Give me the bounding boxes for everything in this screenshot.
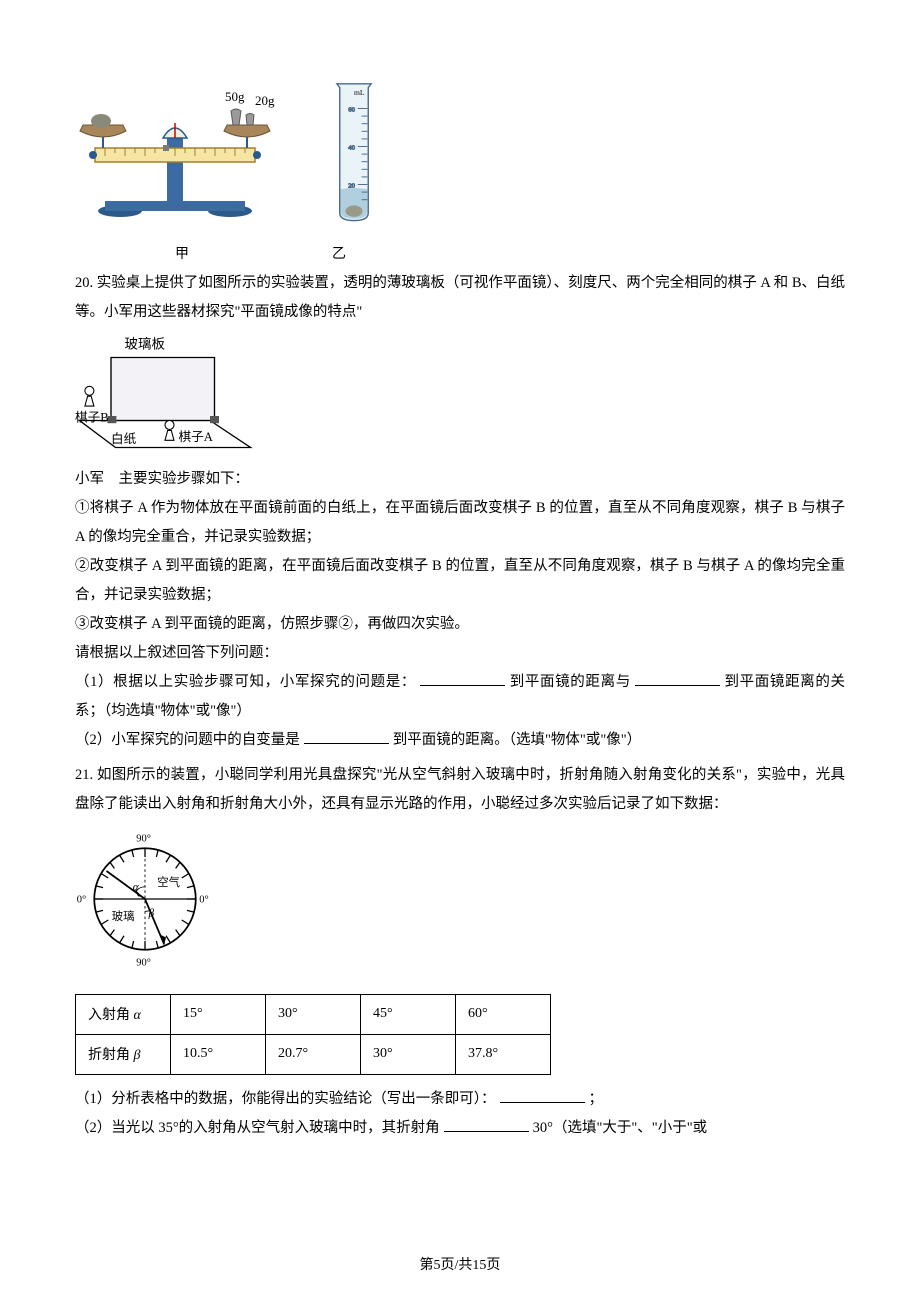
q21-intro: 21. 如图所示的装置，小聪同学利用光具盘探究"光从空气斜射入玻璃中时，折射角随…: [75, 761, 845, 819]
cell: 30°: [361, 1034, 456, 1074]
cell: 45°: [361, 994, 456, 1034]
paper-label: 白纸: [111, 431, 137, 446]
tick-40: 40: [348, 144, 355, 151]
bottom-90: 90°: [136, 957, 151, 968]
q20-p1a: （1）根据以上实验步骤可知，小军探究的问题是：: [75, 674, 416, 690]
weight-20g-label: 20g: [255, 93, 275, 108]
q21-part2: （2）当光以 35°的入射角从空气射入玻璃中时，其折射角 30°（选填"大于"、"…: [75, 1114, 845, 1143]
page-footer: 第5页/共15页: [0, 1254, 920, 1274]
caption-balance: 甲: [175, 243, 189, 263]
table-row: 入射角 α 15° 30° 45° 60°: [76, 994, 551, 1034]
blank-fill: [500, 1088, 585, 1103]
q20-number: 20.: [75, 275, 97, 291]
q20-p2a: （2）小军探究的问题中的自变量是: [75, 732, 300, 748]
q21-p2b: 30°（选填"大于"、"小于"或: [533, 1120, 707, 1136]
refraction-data-table: 入射角 α 15° 30° 45° 60° 折射角 β 10.5° 20.7° …: [75, 994, 551, 1075]
row2-header: 折射角 β: [76, 1034, 171, 1074]
glass-label: 玻璃: [112, 909, 135, 923]
blank-fill: [444, 1117, 529, 1132]
q20-p1b: 到平面镜的距离与: [509, 674, 631, 690]
cylinder-figure-wrapper: mL 60 40 20: [315, 80, 373, 228]
q20-prompt: 请根据以上叙述回答下列问题：: [75, 639, 845, 668]
row2-sym: β: [134, 1048, 141, 1063]
protractor-figure: α β 空气 玻璃 90° 90° 0° 0°: [75, 829, 215, 969]
cell: 10.5°: [171, 1034, 266, 1074]
row1-label: 入射角: [88, 1008, 130, 1023]
cell: 60°: [456, 994, 551, 1034]
q21-p2a: （2）当光以 35°的入射角从空气射入玻璃中时，其折射角: [75, 1120, 440, 1136]
top-90: 90°: [136, 833, 151, 844]
cell: 15°: [171, 994, 266, 1034]
cell: 37.8°: [456, 1034, 551, 1074]
balance-scale-figure: 50g 20g: [75, 83, 275, 223]
figure1-captions: 甲 乙: [75, 243, 845, 263]
blank-fill: [420, 671, 505, 686]
blank-fill: [635, 671, 720, 686]
q20-step-intro: 小军 主要实验步骤如下：: [75, 465, 845, 494]
row1-header: 入射角 α: [76, 994, 171, 1034]
q21-p1a: （1）分析表格中的数据，你能得出的实验结论（写出一条即可）：: [75, 1091, 496, 1107]
left-0: 0°: [77, 894, 86, 905]
q20-part2: （2）小军探究的问题中的自变量是 到平面镜的距离。（选填"物体"或"像"）: [75, 726, 845, 755]
chess-a-label: 棋子A: [179, 430, 213, 444]
q20-p2b: 到平面镜的距离。（选填"物体"或"像"）: [393, 732, 641, 748]
graduated-cylinder-figure: mL 60 40 20: [335, 80, 373, 223]
air-label: 空气: [157, 874, 180, 888]
tick-60: 60: [348, 106, 355, 113]
q21-part1: （1）分析表格中的数据，你能得出的实验结论（写出一条即可）： ；: [75, 1085, 845, 1114]
cell: 30°: [266, 994, 361, 1034]
glass-plate-label: 玻璃板: [125, 335, 166, 351]
q20-part1: （1）根据以上实验步骤可知，小军探究的问题是：到平面镜的距离与到平面镜距离的关系…: [75, 668, 845, 726]
weight-50g-label: 50g: [225, 89, 245, 104]
q20-intro: 20. 实验桌上提供了如图所示的实验装置，透明的薄玻璃板（可视作平面镜）、刻度尺…: [75, 269, 845, 327]
q21-intro-text: 如图所示的装置，小聪同学利用光具盘探究"光从空气斜射入玻璃中时，折射角随入射角变…: [75, 767, 845, 812]
cell: 20.7°: [266, 1034, 361, 1074]
balance-figure-wrapper: 50g 20g: [75, 83, 275, 228]
caption-cylinder: 乙: [332, 243, 346, 263]
q20-intro-text: 实验桌上提供了如图所示的实验装置，透明的薄玻璃板（可视作平面镜）、刻度尺、两个完…: [75, 275, 845, 320]
table-row: 折射角 β 10.5° 20.7° 30° 37.8°: [76, 1034, 551, 1074]
q20-step1: ①将棋子 A 作为物体放在平面镜前面的白纸上，在平面镜后面改变棋子 B 的位置，…: [75, 494, 845, 552]
figure-block-1: 50g 20g mL 60 40 20: [75, 80, 845, 228]
q21-number: 21.: [75, 767, 97, 783]
chess-b-icon: [85, 386, 94, 406]
row2-label: 折射角: [88, 1048, 130, 1063]
tick-20: 20: [348, 182, 355, 189]
q21-p1b: ；: [589, 1091, 604, 1107]
beta-label: β: [148, 907, 155, 919]
plane-mirror-figure: 玻璃板 白纸 棋子A 棋子B: [75, 335, 255, 452]
chess-b-label: 棋子B: [75, 410, 109, 424]
row1-sym: α: [134, 1008, 141, 1023]
alpha-label: α: [133, 881, 140, 893]
q20-step3: ③改变棋子 A 到平面镜的距离，仿照步骤②，再做四次实验。: [75, 610, 845, 639]
q20-step2: ②改变棋子 A 到平面镜的距离，在平面镜后面改变棋子 B 的位置，直至从不同角度…: [75, 552, 845, 610]
cylinder-unit-label: mL: [354, 88, 365, 97]
blank-fill: [304, 729, 389, 744]
right-0: 0°: [199, 894, 208, 905]
